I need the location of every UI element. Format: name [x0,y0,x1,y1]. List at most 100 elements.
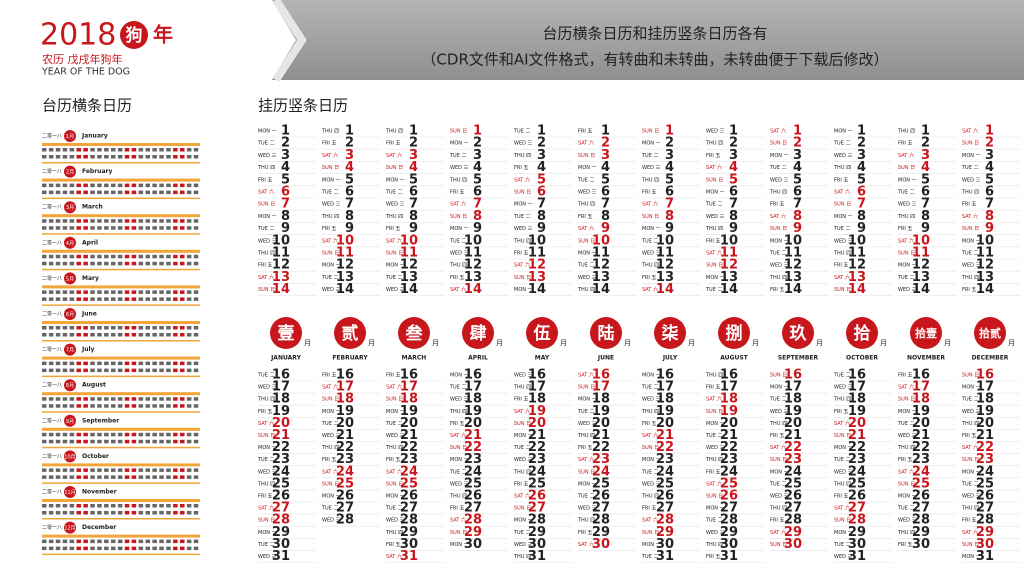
desk-day-cell [62,404,68,408]
day-number: 30 [464,537,482,552]
day-number: 13 [656,270,674,285]
day-number: 30 [976,537,994,552]
desk-day-cell [131,539,137,544]
desk-day-cell [159,368,164,373]
desk-strip [42,214,200,218]
desk-day-cell [97,397,102,401]
desk-day-cell [173,326,178,330]
desk-day-cell [124,297,130,301]
day-number: 30 [656,537,674,552]
desk-day-cell [97,190,102,195]
desk-day-cell [42,226,47,230]
day-number: 4 [473,160,482,175]
desk-day-cell [55,333,61,337]
day-number: 2 [985,136,994,151]
day-number: 31 [528,549,546,564]
desk-day-cell [186,219,192,223]
desk-day-cell [55,219,61,223]
desk-day-cell [42,148,47,152]
day-number: 14 [592,282,610,297]
desk-strip [42,233,200,235]
day-number: 1 [537,124,546,139]
weekday: MON 一 [898,494,917,500]
weekday: MON 一 [258,214,277,220]
day-number: 19 [912,404,930,419]
weekday: TUE 二 [449,385,466,391]
desk-day-cell [42,219,47,223]
day-number: 26 [528,489,546,504]
weekday: FRI 五 [258,409,272,415]
desk-day-cell [62,326,68,330]
desk-day-cell [76,397,81,401]
weekday: THU 四 [833,481,851,487]
day-number: 7 [921,197,930,212]
day-number: 24 [272,464,290,479]
day-number: 20 [272,416,290,431]
weekday: FRI 五 [770,518,784,524]
weekday: MON 一 [450,542,469,548]
desk-day-cell [124,504,130,508]
day-number: 4 [793,160,802,175]
weekday: TUE 二 [705,433,722,439]
desk-day-cell [193,219,199,223]
desk-day-cell [62,297,68,301]
day-number: 23 [912,452,930,467]
weekday: WED 三 [386,287,405,293]
day-number: 13 [592,270,610,285]
desk-day-cell [180,155,185,159]
desk-day-cell [180,368,185,373]
weekday: SUN 日 [706,494,723,500]
desk-day-cell [166,439,171,444]
day-number: 22 [784,440,802,455]
day-number: 14 [528,282,546,297]
desk-day-cell [42,190,47,195]
desk-year: 二零一八 [42,525,62,531]
desk-day-cell [124,326,130,330]
desk-day-cell [131,404,137,408]
weekday: SAT 六 [258,274,274,281]
desk-day-cell [173,368,178,373]
weekday: TUE 二 [705,287,722,293]
logo-circle [120,21,148,49]
weekday: FRI 五 [706,385,720,391]
desk-day-cell [111,190,116,195]
desk-day-cell [186,226,192,230]
desk-day-cell [97,290,102,294]
weekday: SUN 日 [450,129,467,135]
desk-strip [42,340,200,342]
desk-day-cell [145,468,150,472]
desk-day-cell [152,333,157,337]
desk-month-en: March [82,204,103,211]
weekday: THU 四 [385,445,403,451]
desk-day-cell [186,539,192,544]
weekday: WED 三 [898,433,917,439]
desk-day-cell [69,219,75,223]
desk-day-cell [138,333,144,337]
month-name: DECEMBER [972,355,1009,362]
desk-day-cell [90,368,95,373]
desk-day-cell [152,261,157,266]
day-number: 28 [272,513,290,528]
weekday: SUN 日 [450,530,467,536]
desk-day-cell [145,361,150,366]
day-number: 26 [272,489,290,504]
weekday: SUN 日 [962,373,979,379]
desk-day-cell [69,546,75,551]
desk-day-cell [97,155,102,159]
desk-day-cell [152,219,157,223]
weekday: SUN 日 [386,165,403,171]
desk-day-cell [180,326,185,330]
day-number: 5 [601,172,610,187]
desk-day-cell [97,546,102,551]
weekday: SUN 日 [578,469,595,475]
desk-day-cell [117,504,123,508]
desk-day-cell [159,404,164,408]
desk-day-cell [131,475,137,479]
desk-month-en: August [82,382,106,389]
desk-day-cell [83,290,88,294]
month-numeral: 伍 [533,323,551,344]
desk-day-cell [90,397,95,401]
desk-day-cell [76,333,81,337]
desk-day-cell [111,539,116,544]
desk-day-cell [124,397,130,401]
